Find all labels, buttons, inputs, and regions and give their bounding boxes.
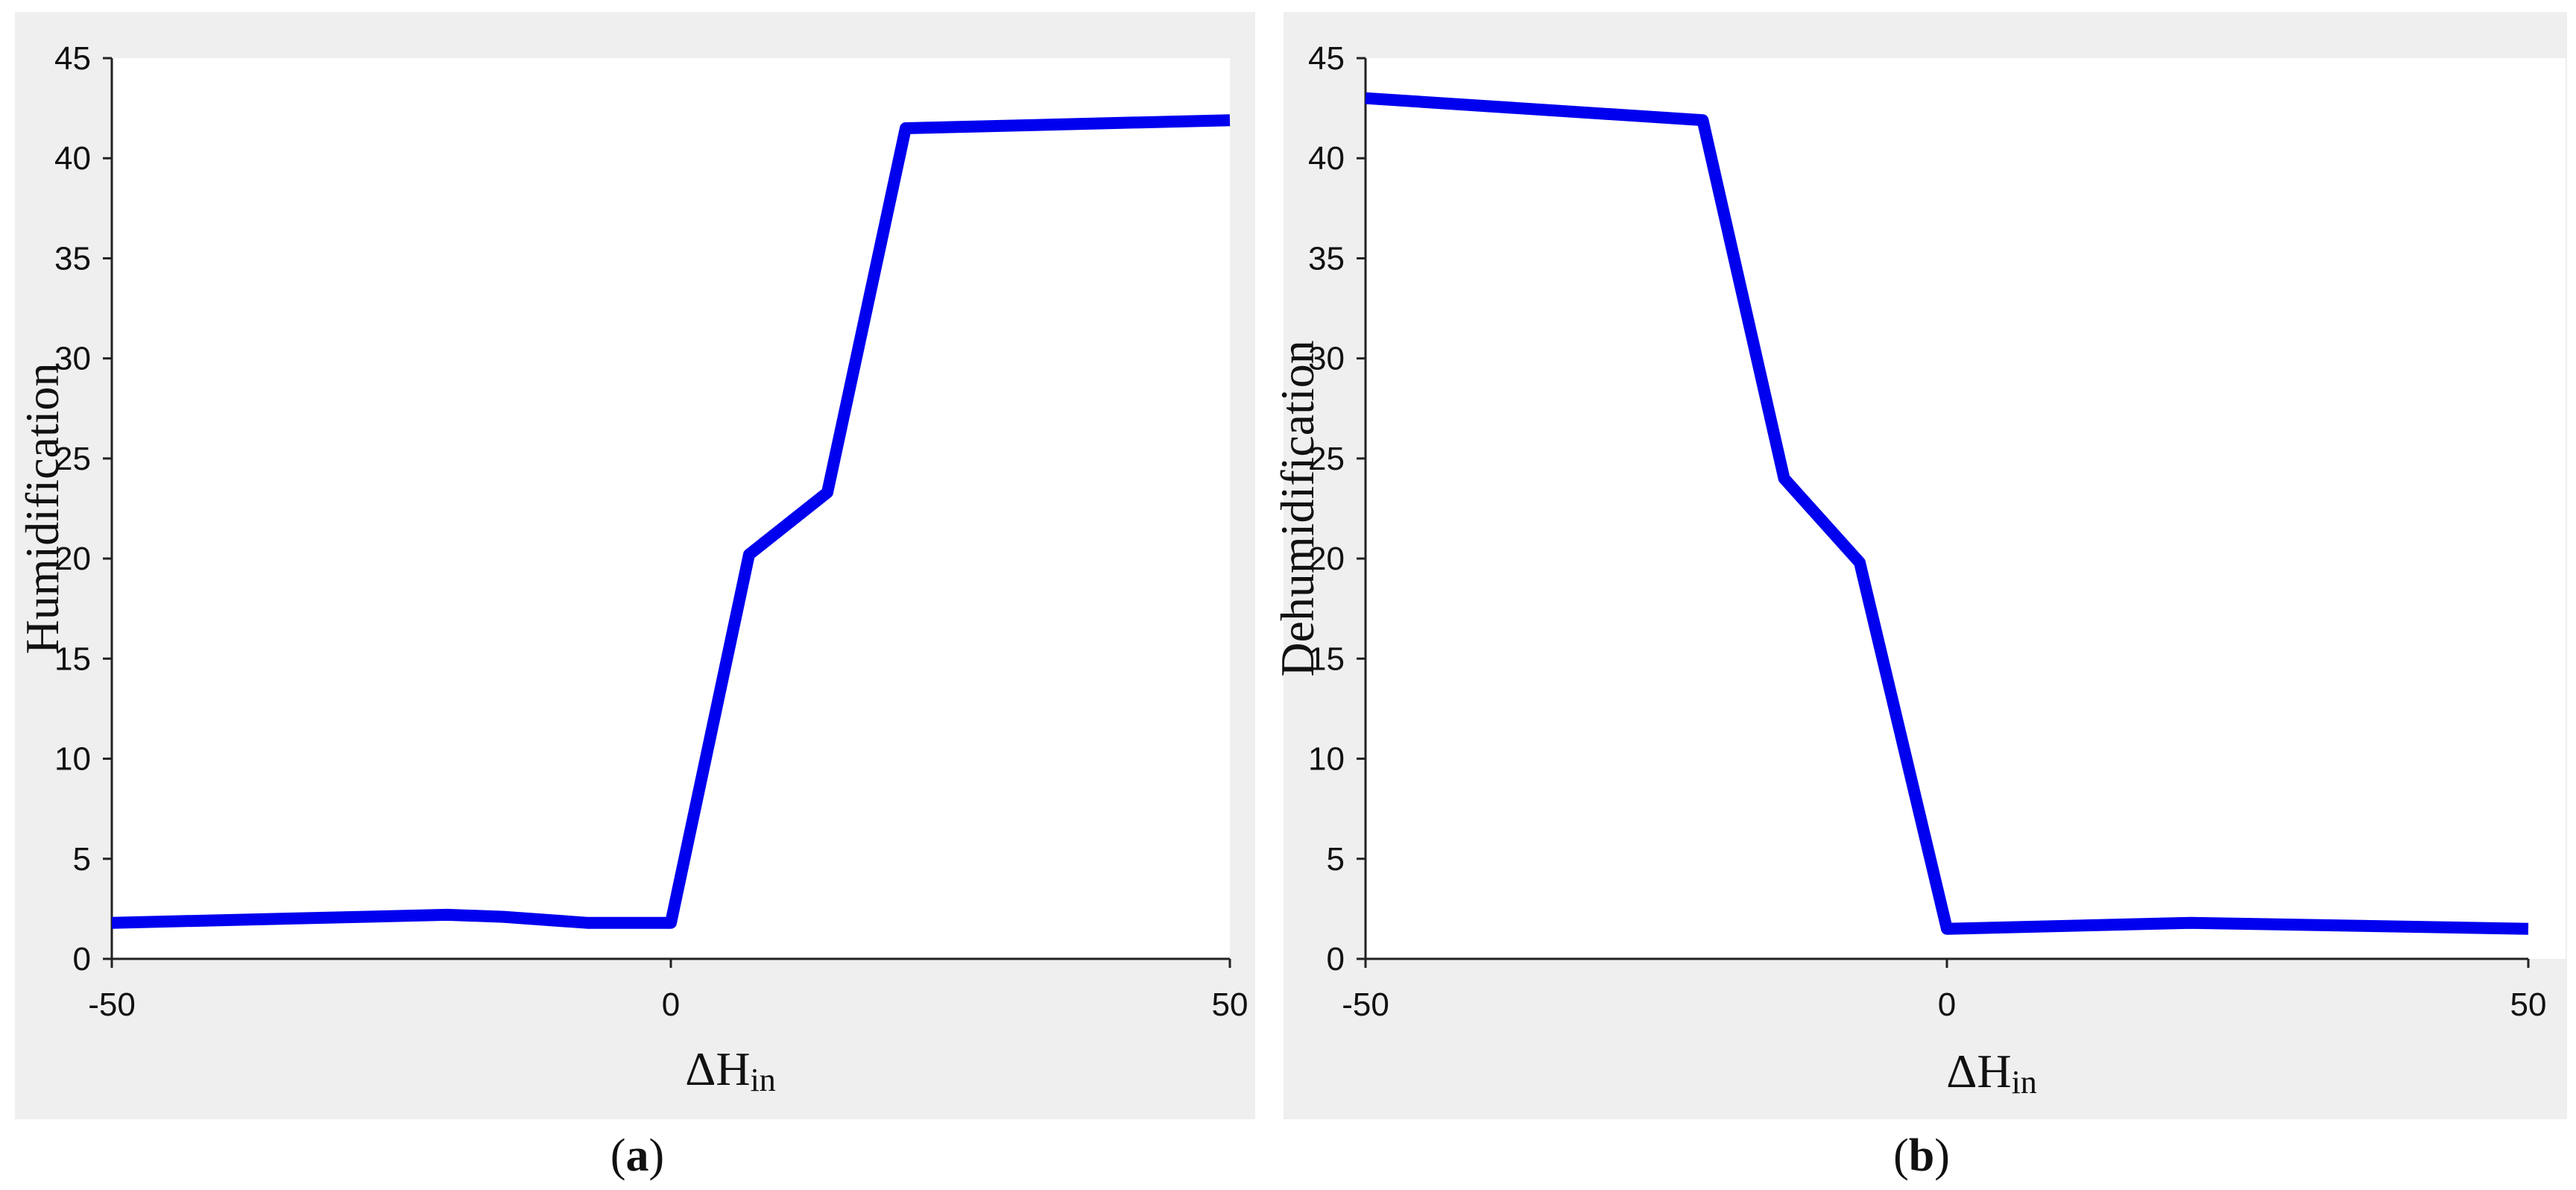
panel-b-x-tick-label: 50	[2510, 986, 2547, 1023]
chart-panel-b: 0 5 10 15 20 25 30 35 40 45 -50 0 50 Dehumidificatio…	[1271, 12, 2567, 1181]
panel-a-content: 0 5 10 15 20 25 30 35 40 45 -50 0 50	[54, 40, 1248, 1023]
panel-a-y-tick-label: 35	[54, 240, 91, 277]
panel-a-y-tick-label: 15	[54, 640, 91, 677]
panel-b-plot-area	[1366, 58, 2566, 959]
panel-b-y-tick-label: 25	[1308, 441, 1345, 477]
panel-b-y-tick-label: 5	[1327, 841, 1345, 878]
panel-a-ylabel: Humidification	[16, 362, 69, 654]
panel-b-xlabel-main: ΔH	[1946, 1045, 2011, 1098]
panel-a-y-tick-label: 10	[54, 741, 91, 778]
panel-a-plot-area	[112, 58, 1230, 959]
panel-b-y-tick-label: 15	[1308, 640, 1345, 677]
panel-b-x-tick-label: 0	[1938, 986, 1956, 1023]
panel-b-y-tick-label: 45	[1308, 40, 1345, 77]
panel-b-series-line	[1365, 92, 2529, 935]
panel-a-label-letter: a	[626, 1130, 649, 1181]
panel-b-label-letter: b	[1909, 1130, 1934, 1181]
panel-b-y-tick-label: 10	[1308, 741, 1345, 778]
panel-a-xlabel: ΔHin	[685, 1042, 776, 1098]
panel-b-xlabel-sub: in	[2012, 1064, 2037, 1101]
panel-b-label: (b)	[1893, 1130, 1950, 1181]
panel-b-content: 0 5 10 15 20 25 30 35 40 45 -50 0 50	[1308, 40, 2546, 1023]
panel-b-y-tick-label: 40	[1308, 140, 1345, 177]
panel-a-x-tick-label: 0	[662, 986, 680, 1023]
panel-a-y-tick-label: 5	[73, 841, 91, 878]
panel-b-x-tick-label: -50	[1342, 986, 1389, 1023]
panel-a-x-tick-label: -50	[88, 986, 136, 1023]
panel-a-y-tick-label: 25	[54, 441, 91, 477]
panel-b-ylabel: Dehumidification	[1271, 340, 1324, 676]
panel-a-y-tick-label: 20	[54, 541, 91, 577]
panel-a-y-tick-label: 30	[54, 341, 91, 377]
panel-a-xlabel-sub: in	[751, 1062, 776, 1098]
panel-a-label: (a)	[610, 1130, 664, 1181]
panel-b-y-tick-label: 20	[1308, 541, 1345, 577]
panel-a-xlabel-main: ΔH	[685, 1042, 750, 1095]
panel-b-y-tick-label: 35	[1308, 240, 1345, 277]
panel-a-y-tick-label: 40	[54, 140, 91, 177]
panel-a-y-tick-label: 45	[54, 40, 91, 77]
panel-a-series-line	[111, 114, 1231, 929]
panel-b-xlabel: ΔHin	[1946, 1045, 2037, 1101]
panel-b-y-tick-label: 30	[1308, 341, 1345, 377]
panel-a-y-tick-label: 0	[73, 941, 91, 978]
panel-a-x-tick-label: 50	[1212, 986, 1248, 1023]
panel-b-y-tick-label: 0	[1327, 941, 1345, 978]
